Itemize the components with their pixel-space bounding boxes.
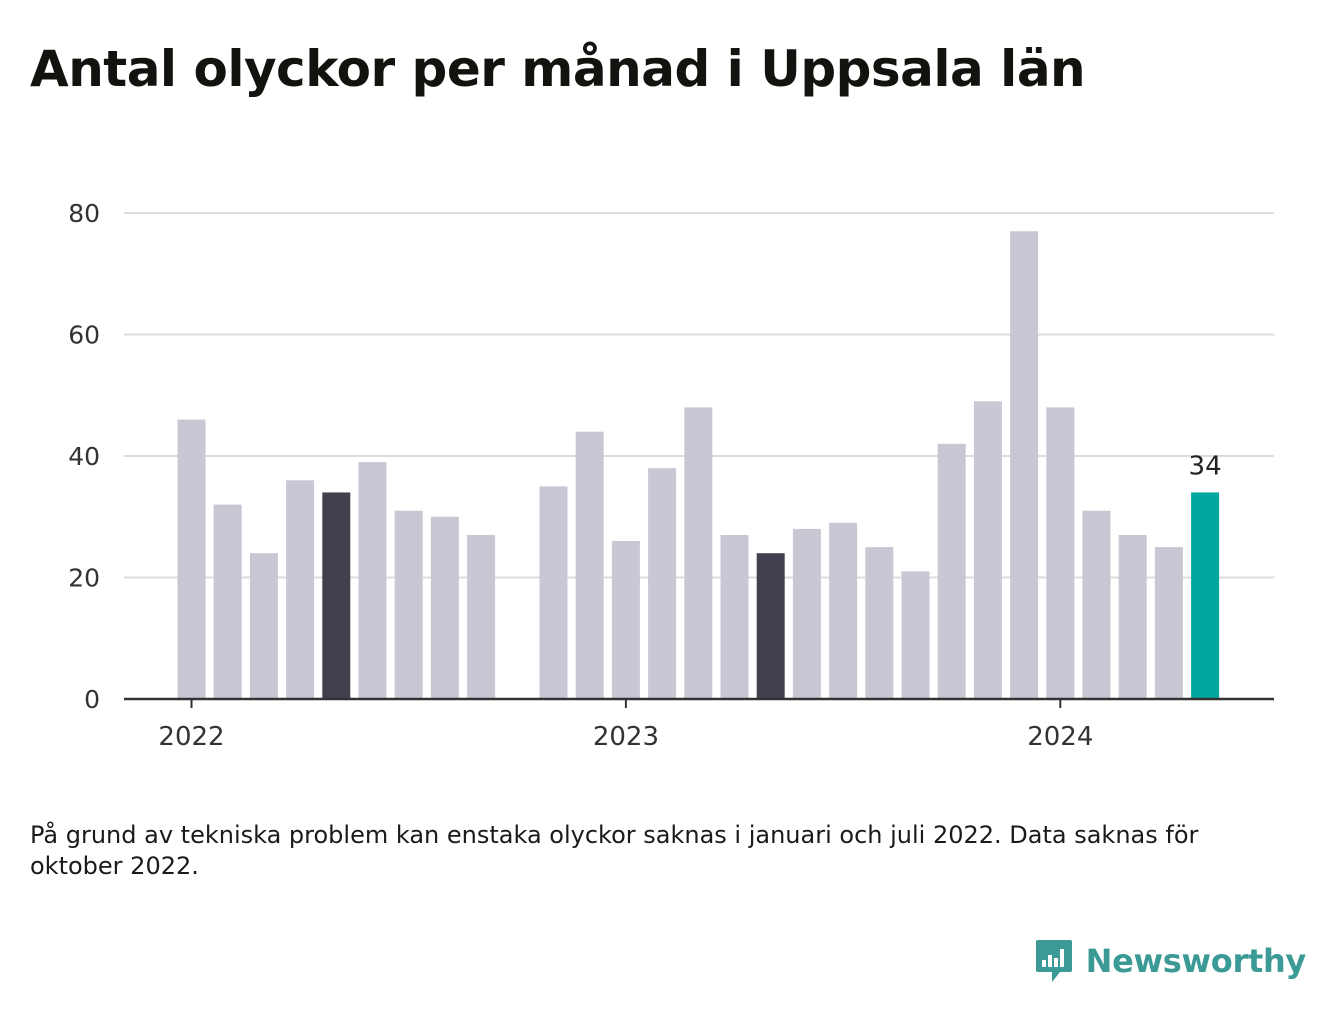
bar-2022-08 [430,516,459,699]
bar-2022-06 [358,462,387,699]
brand-logo: Newsworthy [1034,938,1306,984]
bar-2022-04 [286,480,315,699]
brand-name: Newsworthy [1085,942,1307,980]
bar-2023-05 [756,553,785,699]
y-tick-label: 60 [68,321,100,350]
y-tick-label: 80 [68,199,100,228]
bar-2022-01 [177,419,206,699]
bar-2023-01 [611,541,640,699]
bar-2023-03 [684,407,713,699]
y-tick-label: 20 [68,564,100,593]
bar-2022-02 [213,504,242,699]
bar-value-label: 34 [1189,451,1222,481]
bar-2024-05 [1191,492,1220,699]
bar-2022-05 [322,492,351,699]
bar-2023-07 [829,522,858,699]
bar-2023-12 [1010,231,1039,699]
bar-2024-04 [1154,547,1183,699]
bar-2024-02 [1082,510,1111,699]
bar-2023-04 [720,534,749,699]
bar-2022-03 [249,553,278,699]
bar-2023-06 [792,528,821,699]
chart-title: Antal olyckor per månad i Uppsala län [30,40,1086,98]
bar-2023-10 [937,443,966,699]
x-tick-label: 2024 [1027,722,1093,752]
bar-2022-12 [575,431,604,699]
bar-2023-09 [901,571,930,699]
bar-2022-09 [467,534,496,699]
y-tick-label: 0 [84,685,100,714]
newsworthy-logo-icon [1034,938,1074,984]
x-tick-label: 2022 [158,722,224,752]
x-tick-label: 2023 [593,722,659,752]
footnote: På grund av tekniska problem kan enstaka… [30,821,1199,880]
bar-2022-11 [539,486,568,699]
bar-2023-02 [648,468,677,699]
y-tick-label: 40 [68,442,100,471]
bar-chart: 0 20 40 60 80 34 2022 2023 2024 [68,199,1274,752]
bar-2024-01 [1046,407,1075,699]
bar-2024-03 [1118,534,1147,699]
bar-2022-07 [394,510,423,699]
bar-2023-11 [973,401,1002,699]
bar-2023-08 [865,547,894,699]
